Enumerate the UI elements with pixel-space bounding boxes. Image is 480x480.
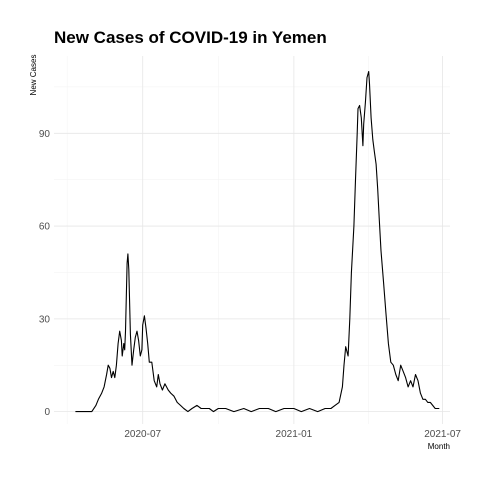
chart-title: New Cases of COVID-19 in Yemen xyxy=(54,28,327,47)
y-axis-title: New Cases xyxy=(29,55,38,96)
y-tick-label: 60 xyxy=(39,222,51,233)
y-tick-label: 0 xyxy=(44,407,50,418)
series-line xyxy=(75,70,440,413)
series-group xyxy=(75,70,440,413)
x-tick-label: 2020-07 xyxy=(124,429,161,440)
x-tick-label: 2021-01 xyxy=(276,429,313,440)
y-tick-label: 90 xyxy=(39,129,51,140)
y-tick-label: 30 xyxy=(39,314,51,325)
x-axis-ticks: 2020-07 2021-01 2021-07 xyxy=(124,429,461,440)
x-axis-title: Month xyxy=(428,442,450,451)
grid-lines xyxy=(54,56,450,424)
y-axis-ticks: 0 30 60 90 xyxy=(39,129,51,418)
x-tick-label: 2021-07 xyxy=(424,429,461,440)
